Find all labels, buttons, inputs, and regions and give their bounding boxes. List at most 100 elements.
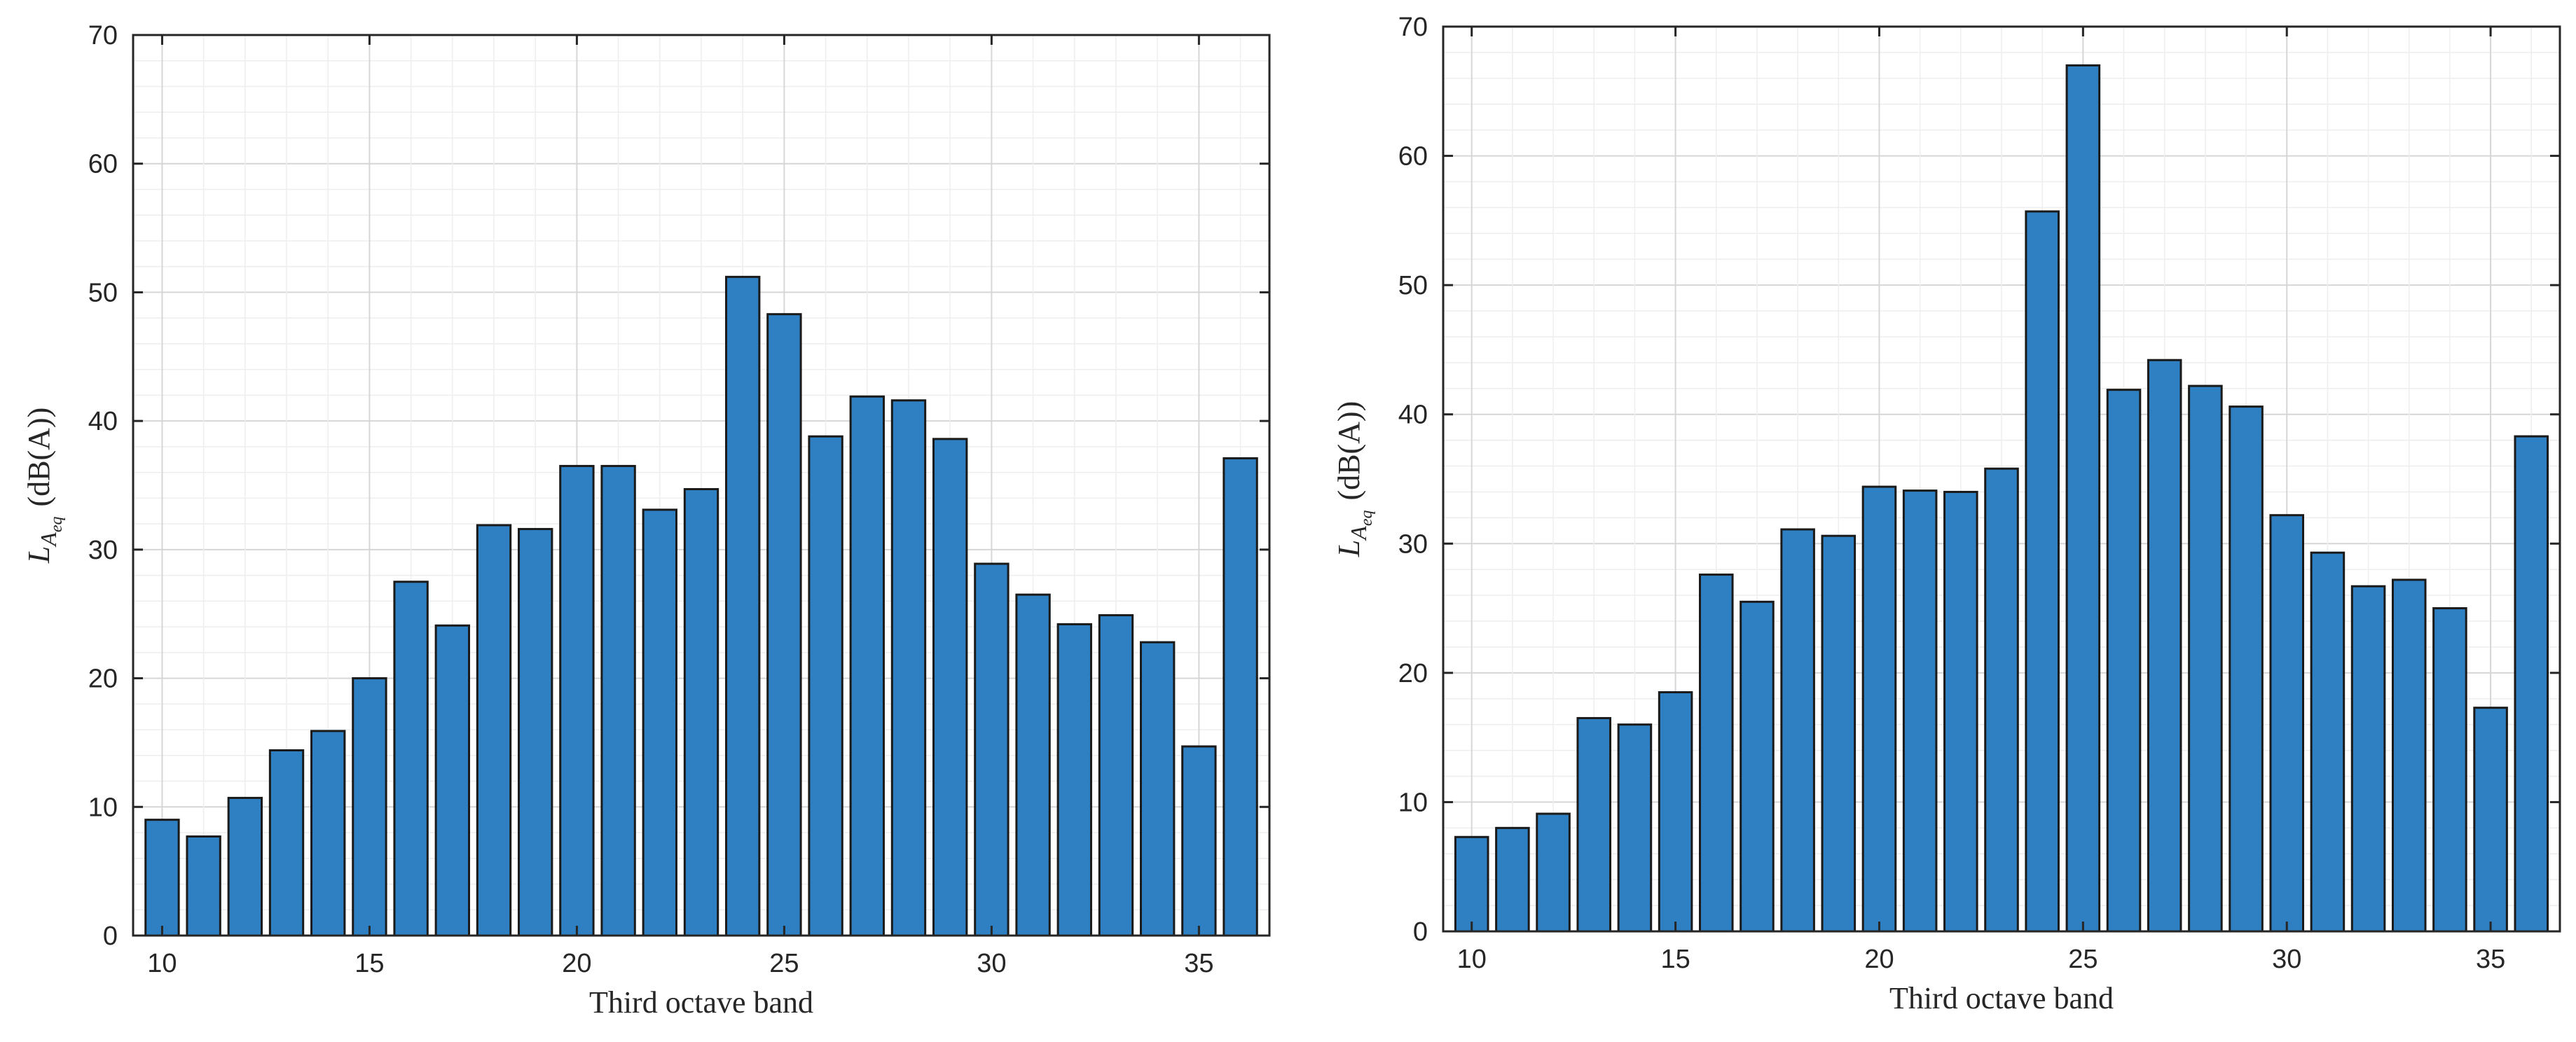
- bar: [1576, 716, 1612, 933]
- bar: [476, 524, 512, 937]
- bar: [186, 835, 221, 937]
- y-tick-label: 0: [103, 922, 118, 951]
- y-axis-label-subsub: eq: [48, 517, 66, 533]
- y-tick-label: 20: [88, 665, 118, 694]
- bar: [1495, 826, 1530, 933]
- bar: [849, 395, 885, 937]
- bar: [1454, 835, 1489, 933]
- y-tick-label: 60: [88, 150, 118, 179]
- x-tick-label: 25: [769, 949, 799, 978]
- bar: [766, 313, 802, 937]
- bar: [2310, 551, 2346, 933]
- y-tick-label: 30: [1398, 529, 1428, 559]
- y-tick-label: 0: [1413, 917, 1428, 947]
- x-tick-label: 30: [977, 949, 1006, 978]
- axes-box: [132, 34, 1271, 937]
- bar: [2350, 585, 2386, 933]
- axes-box: [1442, 25, 2561, 933]
- y-axis-label: LAeq (dB(A)): [1332, 401, 1376, 557]
- bar: [2514, 435, 2549, 933]
- bar: [1740, 600, 1775, 933]
- y-axis-label-unit: (dB(A)): [22, 408, 56, 507]
- bar: [2391, 578, 2427, 933]
- bar: [642, 508, 677, 937]
- x-tick-label: 20: [1864, 945, 1894, 974]
- bar: [1943, 490, 1978, 933]
- y-tick-label: 70: [88, 21, 118, 50]
- bar: [1536, 812, 1571, 933]
- bar: [1181, 745, 1217, 937]
- y-axis-label-main: L: [22, 546, 56, 564]
- x-tick-label: 35: [2476, 945, 2505, 974]
- bar: [890, 399, 927, 937]
- y-axis-label-sub: A: [1346, 526, 1371, 541]
- ticks: 10 15 20 25 30 35 0 10 20 30 40 50 60 70: [1398, 13, 2560, 974]
- bar: [2106, 389, 2142, 933]
- bar: [559, 464, 595, 937]
- x-tick-label: 20: [562, 949, 591, 978]
- bar: [808, 435, 843, 937]
- bar: [144, 819, 180, 937]
- ticks: 10 15 20 25 30 35 0 10 20 30 40 50 60 70: [88, 21, 1269, 978]
- y-axis-label-subsub: eq: [1358, 510, 1376, 527]
- bar: [1861, 485, 1897, 933]
- bar: [434, 624, 470, 937]
- y-tick-label: 20: [1398, 659, 1428, 688]
- bar: [1056, 623, 1092, 937]
- bar: [352, 677, 387, 937]
- y-tick-label: 70: [1398, 13, 1428, 42]
- y-tick-label: 60: [1398, 142, 1428, 172]
- bar: [2432, 607, 2467, 933]
- bar: [393, 581, 429, 937]
- y-axis-label: LAeq (dB(A)): [22, 408, 66, 564]
- bar: [310, 730, 346, 937]
- y-axis-label-main: L: [1332, 540, 1366, 557]
- bar: [1699, 574, 1734, 933]
- y-tick-label: 40: [88, 407, 118, 436]
- bar: [2147, 359, 2182, 933]
- bar: [932, 438, 968, 937]
- bars: [1454, 64, 2549, 933]
- bar: [1015, 593, 1051, 937]
- y-tick-label: 10: [88, 793, 118, 822]
- x-tick-label: 15: [354, 949, 384, 978]
- bar: [2229, 405, 2264, 933]
- bar: [1984, 467, 2019, 933]
- bar: [1658, 691, 1693, 933]
- bar: [2065, 64, 2101, 933]
- bar: [1222, 457, 1258, 937]
- y-tick-label: 10: [1398, 788, 1428, 817]
- y-axis-label-unit: (dB(A)): [1332, 401, 1366, 501]
- bar: [974, 562, 1010, 937]
- y-tick-label: 50: [88, 278, 118, 307]
- bar: [2025, 210, 2060, 933]
- bar: [2473, 707, 2508, 933]
- bars: [144, 275, 1258, 937]
- bar: [268, 749, 305, 937]
- x-axis-label: Third octave band: [1889, 981, 2114, 1015]
- bar: [227, 796, 263, 937]
- x-tick-label: 15: [1660, 945, 1690, 974]
- x-tick-label: 10: [147, 949, 177, 978]
- chart-right: 10 15 20 25 30 35 0 10 20 30 40 50 60 70 Third octave …: [1332, 13, 2561, 1015]
- x-tick-label: 25: [2068, 945, 2098, 974]
- bar: [1902, 489, 1938, 933]
- y-tick-label: 30: [88, 536, 118, 565]
- y-tick-label: 50: [1398, 271, 1428, 300]
- bar: [1821, 534, 1857, 933]
- bar: [1780, 528, 1815, 933]
- bar: [1098, 614, 1134, 937]
- bar: [600, 464, 636, 937]
- bar: [725, 275, 761, 937]
- x-axis-label: Third octave band: [589, 985, 813, 1020]
- bar: [2269, 514, 2304, 933]
- x-tick-label: 10: [1457, 945, 1487, 974]
- bar: [518, 527, 553, 937]
- y-tick-label: 40: [1398, 401, 1428, 430]
- bar: [683, 488, 719, 937]
- x-tick-label: 30: [2272, 945, 2301, 974]
- bar: [1617, 723, 1653, 933]
- x-tick-label: 35: [1184, 949, 1213, 978]
- y-axis-label-sub: A: [36, 532, 61, 548]
